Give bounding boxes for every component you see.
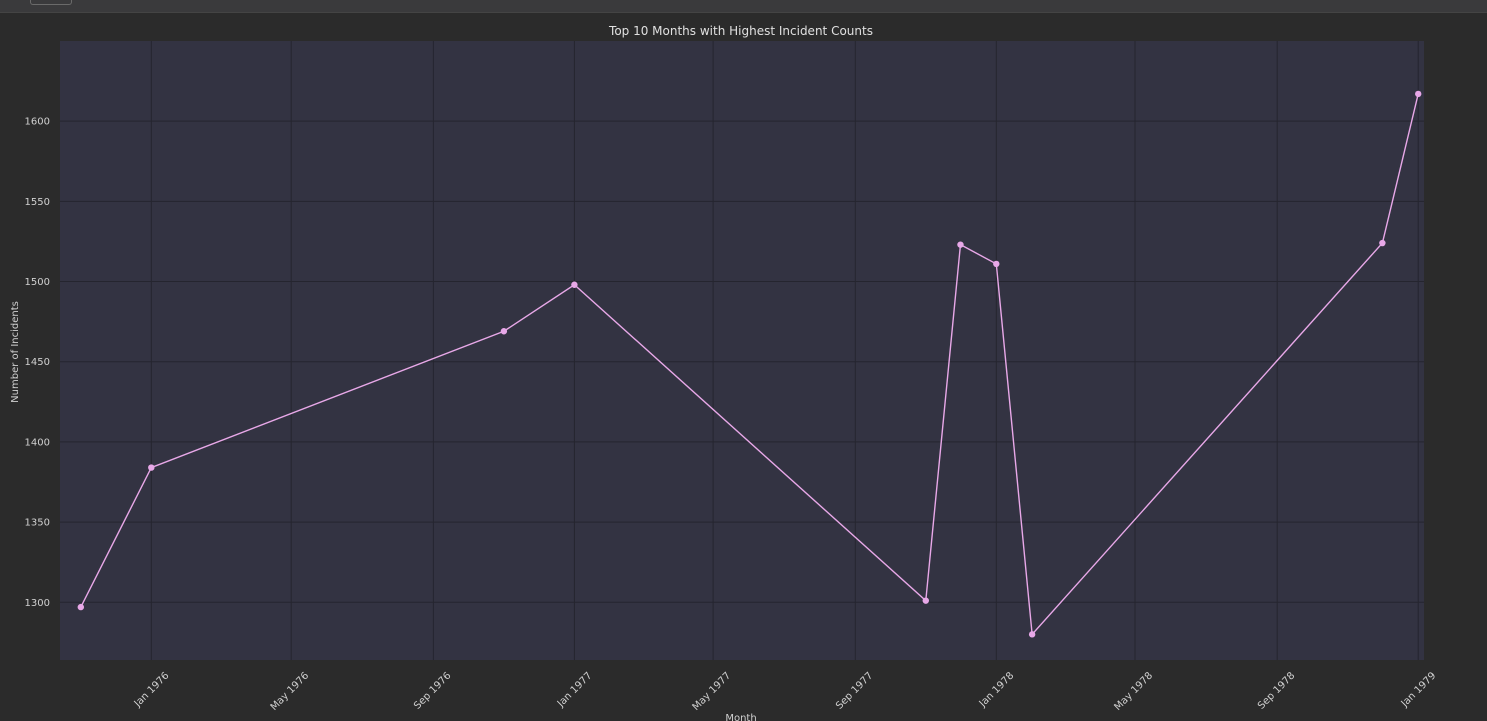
x-tick-label: May 1977 xyxy=(691,670,734,713)
x-axis-label: Month xyxy=(725,713,756,721)
x-tick-label: Sep 1977 xyxy=(834,670,875,711)
y-axis-ticks: 1300 1350 1400 1450 1500 1550 1600 xyxy=(25,117,50,609)
window-top-bar xyxy=(0,0,1487,13)
x-tick-label: Jan 1979 xyxy=(1399,670,1439,710)
plot-area xyxy=(60,41,1424,660)
toolbar-tab-edge xyxy=(30,0,72,5)
data-point xyxy=(1379,239,1386,247)
data-point xyxy=(77,603,85,611)
y-tick-label: 1350 xyxy=(25,518,50,529)
y-tick-label: 1600 xyxy=(25,117,50,128)
y-tick-label: 1500 xyxy=(25,277,50,288)
data-point xyxy=(993,260,1000,268)
data-point xyxy=(1415,90,1422,98)
data-point xyxy=(500,328,508,335)
x-tick-label: May 1978 xyxy=(1112,670,1155,713)
y-tick-label: 1450 xyxy=(25,357,50,368)
series-layer xyxy=(77,90,1422,638)
data-point xyxy=(1028,631,1036,638)
x-tick-label: May 1976 xyxy=(269,670,312,713)
x-tick-label: Sep 1976 xyxy=(412,670,453,711)
x-tick-label: Jan 1978 xyxy=(977,670,1017,710)
x-tick-label: Jan 1977 xyxy=(555,670,595,710)
series-line xyxy=(80,93,1419,636)
chart-title: Top 10 Months with Highest Incident Coun… xyxy=(608,24,873,38)
data-point xyxy=(571,281,578,288)
x-tick-label: Sep 1978 xyxy=(1256,670,1297,711)
x-tick-label: Jan 1976 xyxy=(132,670,172,710)
data-point xyxy=(148,464,155,471)
y-axis-label: Number of Incidents xyxy=(10,301,21,403)
data-point xyxy=(922,597,929,604)
grid-lines xyxy=(60,41,1424,660)
y-tick-label: 1300 xyxy=(25,598,50,609)
y-tick-label: 1550 xyxy=(25,197,50,208)
data-point xyxy=(957,241,964,248)
y-tick-label: 1400 xyxy=(25,437,50,448)
x-axis-ticks: Jan 1976 May 1976 Sep 1976 Jan 1977 May 1977… xyxy=(132,670,1439,713)
